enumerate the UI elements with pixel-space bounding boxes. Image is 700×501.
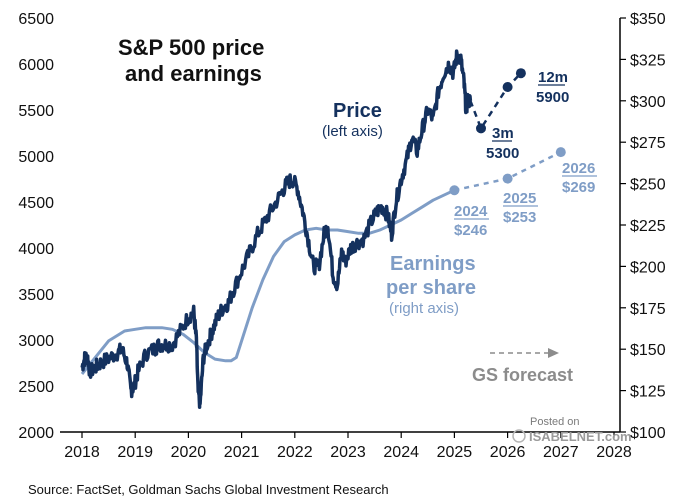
eps-series-label-line-2: per share	[386, 277, 476, 299]
price-forecast-point	[476, 123, 486, 134]
eps-series-label-line-1: Earnings	[390, 253, 476, 275]
left-tick-label: 4000	[18, 241, 54, 258]
forecast-3m-label: 3m	[492, 125, 514, 142]
left-tick-label: 3500	[18, 287, 54, 304]
x-tick-label: 2027	[543, 444, 579, 461]
forecast-12m-label: 12m	[538, 69, 568, 86]
left-tick-label: 5500	[18, 103, 54, 120]
right-tick-label: $100	[630, 425, 666, 442]
eps-forecast-point	[449, 185, 460, 196]
left-tick-label: 6000	[18, 57, 54, 74]
left-tick-label: 3000	[18, 333, 54, 350]
left-tick-label: 2000	[18, 425, 54, 442]
right-tick-label: $150	[630, 342, 666, 359]
price-axis-note: (left axis)	[322, 123, 383, 140]
x-tick-label: 2024	[383, 444, 419, 461]
watermark-logo-icon	[512, 429, 526, 443]
forecast-12m-value: 5900	[536, 89, 569, 106]
eps-forecast-point	[555, 147, 566, 158]
gs-forecast-arrow-head	[548, 348, 559, 358]
price-series-label: Price	[333, 100, 382, 122]
right-tick-label: $125	[630, 384, 666, 401]
x-tick-label: 2020	[171, 444, 207, 461]
x-tick-label: 2021	[224, 444, 260, 461]
price-forecast-points	[476, 68, 526, 134]
price-forecast-point	[515, 68, 526, 79]
source-note: Source: FactSet, Goldman Sachs Global In…	[28, 482, 389, 497]
eps-2025-value: $253	[503, 209, 536, 226]
right-tick-label: $350	[630, 11, 666, 28]
chart-title-line-1: S&P 500 price	[118, 35, 264, 60]
right-tick-label: $300	[630, 94, 666, 111]
left-tick-label: 5000	[18, 149, 54, 166]
watermark-posted-on: Posted on	[530, 416, 580, 428]
gs-forecast-label: GS forecast	[472, 365, 573, 385]
left-tick-label: 2500	[18, 379, 54, 396]
price-forecast-point	[502, 82, 513, 92]
right-tick-label: $325	[630, 52, 666, 69]
forecast-3m-value: 5300	[486, 145, 519, 162]
eps-2026-label: 2026	[562, 160, 595, 177]
eps-2024-value: $246	[454, 222, 487, 239]
right-tick-label: $175	[630, 301, 666, 318]
x-tick-label: 2022	[277, 444, 313, 461]
eps-2025-label: 2025	[503, 190, 536, 207]
watermark-site: ISABELNET.com	[529, 429, 632, 444]
x-axis-ticks: 2018 2019 2020 2021 2022 2023 2024 2025 2026 2027…	[64, 432, 632, 461]
x-tick-label: 2018	[64, 444, 100, 461]
right-axis-ticks: $100 $125 $150 $175 $200 $225 $250 $275 $300 $325…	[620, 11, 666, 442]
eps-forecast-points	[449, 147, 566, 196]
eps-axis-note: (right axis)	[389, 300, 459, 317]
x-tick-label: 2019	[117, 444, 153, 461]
eps-2024-label: 2024	[454, 203, 488, 220]
eps-forecast-point	[502, 173, 513, 184]
eps-2026-value: $269	[562, 179, 595, 196]
right-tick-label: $250	[630, 177, 666, 194]
price-forecast-line	[469, 72, 522, 132]
left-axis-ticks: 2000 2500 3000 3500 4000 4500 5000 5500 6000 6500	[18, 11, 54, 442]
left-tick-label: 6500	[18, 11, 54, 28]
x-tick-label: 2023	[330, 444, 366, 461]
x-tick-label: 2026	[490, 444, 526, 461]
price-series-line	[80, 49, 473, 409]
chart-title-line-2: and earnings	[125, 61, 262, 86]
right-tick-label: $275	[630, 135, 666, 152]
x-tick-label: 2025	[437, 444, 473, 461]
x-tick-label: 2028	[596, 444, 632, 461]
right-tick-label: $225	[630, 218, 666, 235]
right-tick-label: $200	[630, 259, 666, 276]
left-tick-label: 4500	[18, 195, 54, 212]
